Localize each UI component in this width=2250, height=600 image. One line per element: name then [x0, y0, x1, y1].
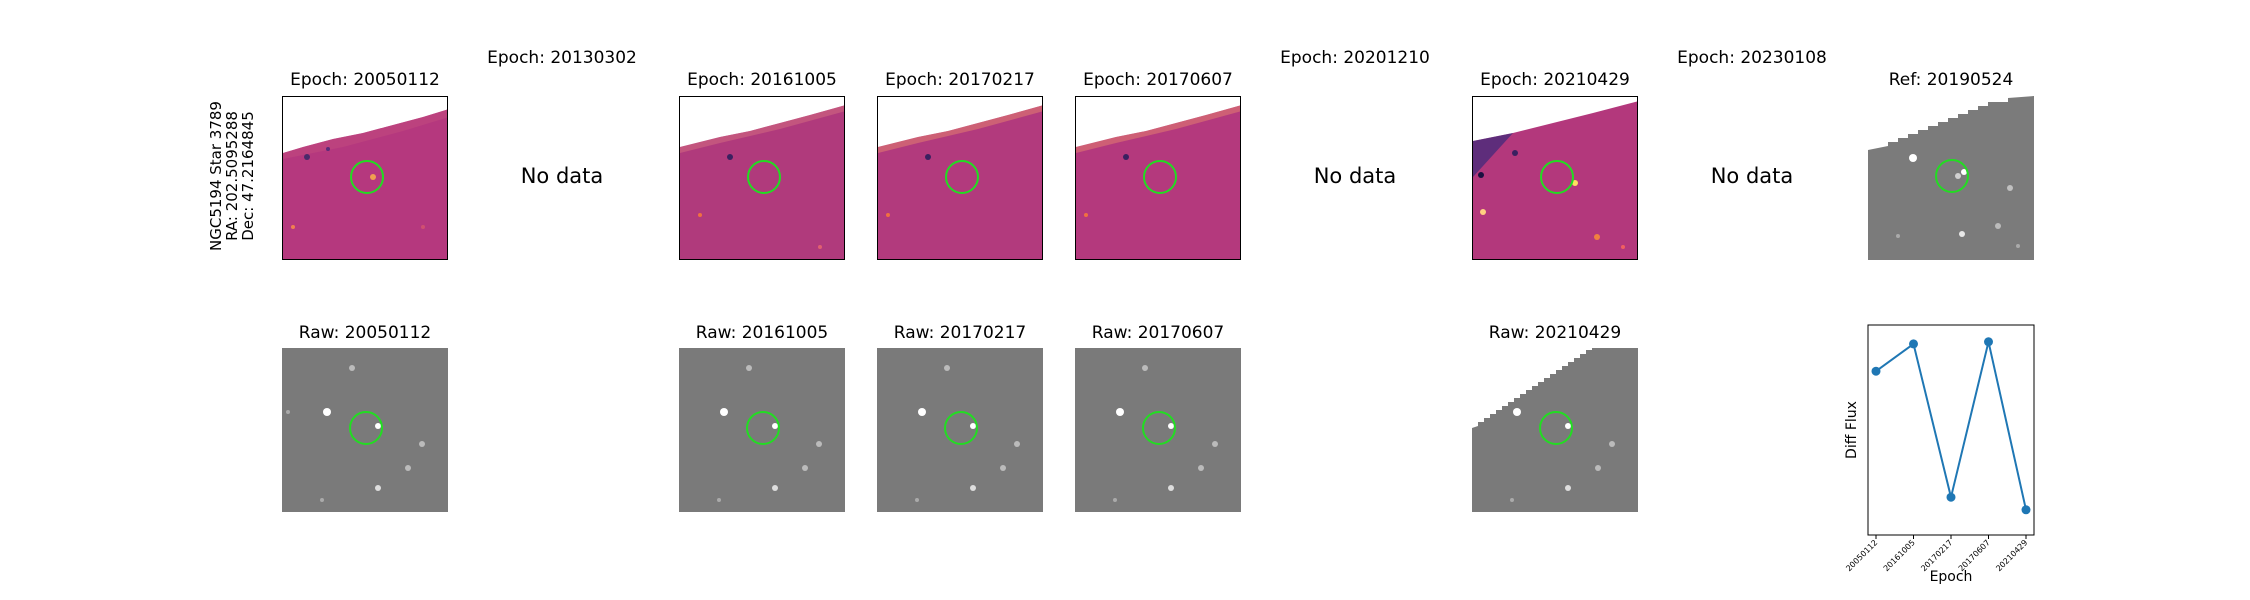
diff-title-20230108: Epoch: 20230108 [1677, 48, 1827, 68]
raw-image-20170217-svg [877, 348, 1043, 512]
no-data-20130302: No data [520, 164, 604, 188]
light-curve-chart: 20050112 20161005 20170217 20170607 20210429… [1844, 324, 2036, 585]
diff-image-20050112-svg [283, 97, 447, 259]
diff-image-20210429-svg [1473, 97, 1637, 259]
diff-image-20050112 [282, 96, 448, 260]
x-axis-label: Epoch [1930, 569, 1973, 585]
raw-image-20210429-svg [1472, 348, 1638, 512]
diff-title-20161005: Epoch: 20161005 [687, 70, 837, 90]
diff-title-20210429: Epoch: 20210429 [1480, 70, 1630, 90]
raw-image-20210429 [1472, 348, 1638, 512]
raw-title-20210429: Raw: 20210429 [1488, 323, 1622, 343]
raw-image-20161005 [679, 348, 845, 512]
raw-title-20170607: Raw: 20170607 [1091, 323, 1225, 343]
diff-title-20130302: Epoch: 20130302 [487, 48, 637, 68]
x-tick-label-20170217: 20170217 [1919, 538, 1954, 573]
diff-image-20161005 [679, 96, 845, 260]
data-point-20170217 [1946, 492, 1956, 502]
star-name: NGC5194 Star 3789 [207, 101, 225, 251]
ref-title: Ref: 20190524 [1888, 70, 2014, 90]
raw-image-20050112-svg [282, 348, 448, 512]
x-tick-label-20170607: 20170607 [1957, 538, 1992, 573]
data-point-20170607 [1984, 337, 1993, 347]
raw-title-20161005: Raw: 20161005 [695, 323, 829, 343]
star-info-label: NGC5194 Star 3789 RA: 202.5095288 Dec: 4… [207, 101, 257, 251]
series-line [1875, 341, 2027, 511]
raw-image-20170607-svg [1075, 348, 1241, 512]
data-point-20161005 [1909, 339, 1918, 349]
y-axis-label: Diff Flux [1844, 401, 1860, 459]
diff-image-20170607 [1075, 96, 1241, 260]
x-tick-label-20210429: 20210429 [1994, 538, 2029, 573]
diff-title-20201210: Epoch: 20201210 [1280, 48, 1430, 68]
diff-title-20170607: Epoch: 20170607 [1083, 70, 1233, 90]
data-point-20210429 [2021, 505, 2031, 515]
raw-image-20161005-svg [679, 348, 845, 512]
diff-title-20170217: Epoch: 20170217 [885, 70, 1035, 90]
raw-image-20170217 [877, 348, 1043, 512]
star-dec: Dec: 47.2164845 [239, 111, 257, 241]
x-tick-label-20161005: 20161005 [1882, 538, 1917, 573]
star-ra: RA: 202.5095288 [223, 111, 241, 241]
raw-image-20050112 [282, 348, 448, 512]
ref-image-svg [1868, 96, 2034, 260]
light-curve-svg: 20050112 20161005 20170217 20170607 20210429… [1844, 324, 2035, 585]
diff-image-20170217-svg [878, 97, 1042, 259]
diff-title-20050112: Epoch: 20050112 [290, 70, 440, 90]
raw-image-20170607 [1075, 348, 1241, 512]
diff-image-20170217 [877, 96, 1043, 260]
raw-title-20170217: Raw: 20170217 [893, 323, 1027, 343]
x-tick-label-20050112: 20050112 [1844, 538, 1879, 573]
no-data-20201210: No data [1313, 164, 1397, 188]
no-data-20230108: No data [1710, 164, 1794, 188]
raw-title-20050112: Raw: 20050112 [298, 323, 432, 343]
diff-image-20210429 [1472, 96, 1638, 260]
diff-image-20170607-svg [1076, 97, 1240, 259]
data-point-20050112 [1871, 366, 1881, 376]
ref-image [1868, 96, 2034, 260]
diff-image-20161005-svg [680, 97, 844, 259]
